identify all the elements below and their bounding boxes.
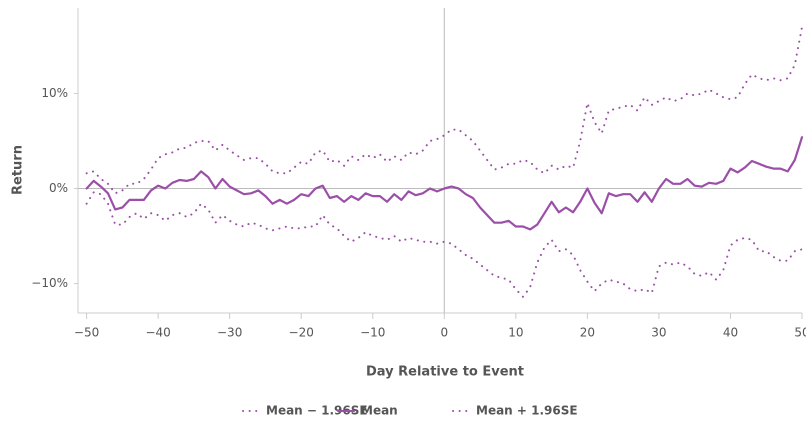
series-line	[85, 136, 804, 231]
x-tick-label: −50	[74, 326, 99, 340]
y-tick-label: 0%	[49, 181, 68, 195]
y-axis-title: Return	[11, 145, 26, 195]
y-tick-label: 10%	[41, 86, 68, 100]
x-tick-label: 0	[440, 326, 448, 340]
x-tick-label: −30	[217, 326, 242, 340]
x-tick-label: 10	[508, 326, 523, 340]
series-line	[85, 191, 803, 298]
series-line	[85, 26, 803, 195]
y-tick-label: −10%	[31, 276, 68, 290]
legend-label: Mean	[361, 404, 398, 418]
x-tick-label: −20	[289, 326, 314, 340]
x-tick-label: 20	[580, 326, 595, 340]
x-tick-label: 30	[651, 326, 666, 340]
x-tick-label: 40	[723, 326, 738, 340]
x-tick-label: −10	[360, 326, 385, 340]
legend-label: Mean + 1.96SE	[476, 404, 578, 418]
legend-label: Mean − 1.96SE	[266, 404, 368, 418]
x-axis-title: Day Relative to Event	[366, 365, 524, 380]
x-tick-label: 50	[794, 326, 806, 340]
x-tick-label: −40	[145, 326, 170, 340]
